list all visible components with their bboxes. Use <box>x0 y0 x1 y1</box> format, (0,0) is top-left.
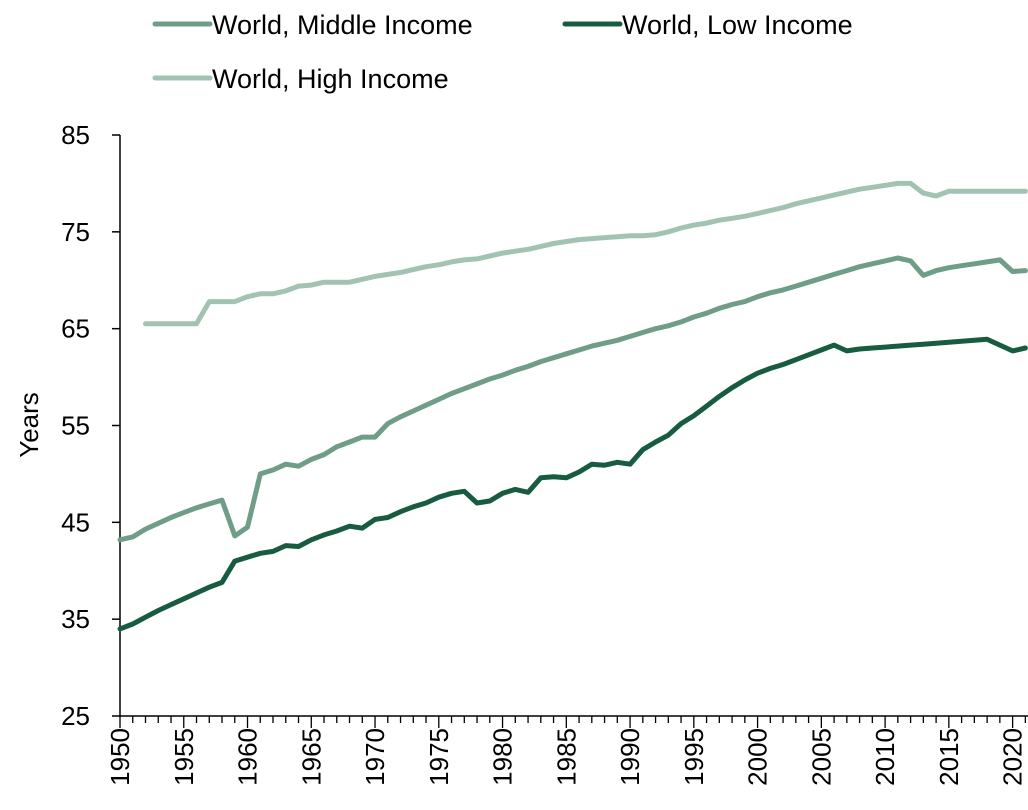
y-tick-label: 85 <box>61 120 90 150</box>
y-axis-title: Years <box>14 392 44 458</box>
series-lines <box>117 180 1028 632</box>
series-line-3 <box>143 180 1028 327</box>
series-line-2 <box>117 336 1028 632</box>
legend-label: World, Middle Income <box>212 10 473 40</box>
x-tick-label: 2015 <box>934 728 964 786</box>
x-tick-label: 1950 <box>105 728 135 786</box>
y-axis: 25 35 45 55 65 75 85 <box>61 120 121 731</box>
x-tick-label: 1965 <box>296 728 326 786</box>
x-tick-label: 1955 <box>169 728 199 786</box>
legend-label: World, High Income <box>212 64 449 94</box>
y-tick-label: 55 <box>61 411 90 441</box>
x-tick-label: 2010 <box>870 728 900 786</box>
x-tick-label: 1980 <box>488 728 518 786</box>
y-tick-label: 45 <box>61 507 90 537</box>
x-tick-label: 2005 <box>806 728 836 786</box>
legend-label: World, Low Income <box>622 10 853 40</box>
y-tick-label: 65 <box>61 314 90 344</box>
x-tick-label: 1960 <box>233 728 263 786</box>
y-tick-label: 75 <box>61 217 90 247</box>
x-tick-label: 1985 <box>551 728 581 786</box>
y-tick-label: 25 <box>61 701 90 731</box>
legend: World, Middle Income World, Low Income Wor… <box>152 10 853 94</box>
x-tick-label: 2000 <box>743 728 773 786</box>
x-tick-label: 1990 <box>615 728 645 786</box>
y-tick-label: 35 <box>61 604 90 634</box>
x-tick-label: 1970 <box>360 728 390 786</box>
x-tick-label: 1975 <box>424 728 454 786</box>
series-line-1 <box>117 255 1028 543</box>
x-axis: 1950 1955 1960 1965 1970 1975 1980 1985 1990 1995… <box>105 715 1028 786</box>
x-tick-label: 2020 <box>998 728 1028 786</box>
x-tick-label: 1995 <box>679 728 709 786</box>
